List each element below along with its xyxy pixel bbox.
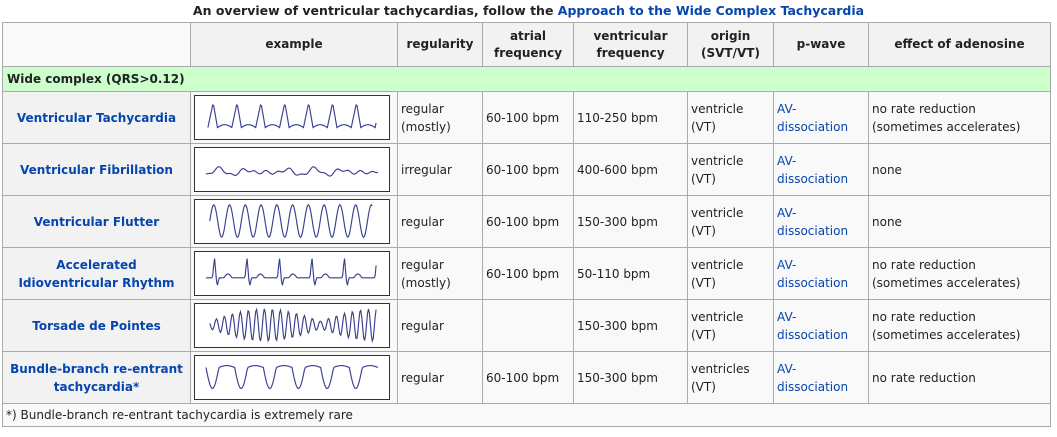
header-origin: origin (SVT/VT): [687, 22, 774, 67]
atrial-cell: 60-100 bpm: [482, 247, 574, 300]
atrial-cell: [482, 299, 574, 352]
adenosine-cell: no rate reduction: [868, 351, 1051, 404]
origin-cell: ventricle (VT): [687, 299, 774, 352]
table-row: Bundle-branch re-entrant tachycardia* reg…: [2, 351, 1051, 404]
origin-cell: ventricles (VT): [687, 351, 774, 404]
pwave-link[interactable]: AV-dissociation: [777, 309, 849, 342]
table-row: Ventricular Flutter regular 60-100 bpm 150-…: [2, 195, 1051, 248]
ecg-line: [205, 166, 379, 177]
ecg-line: [209, 203, 373, 239]
header-pwave: p-wave: [773, 22, 869, 67]
header-blank: [2, 22, 191, 67]
vt-trace: [194, 95, 390, 140]
section-label: Wide complex (QRS>0.12): [2, 66, 1051, 92]
pwave-link[interactable]: AV-dissociation: [777, 153, 849, 186]
regularity-cell: regular (mostly): [397, 247, 483, 300]
bbr-trace: [194, 355, 390, 400]
aivr-trace: [194, 251, 390, 296]
vf-trace: [194, 147, 390, 192]
example-trace: [190, 351, 398, 404]
regularity-cell: irregular: [397, 143, 483, 196]
pwave-link[interactable]: AV-dissociation: [777, 257, 849, 290]
pwave-cell: AV-dissociation: [773, 351, 869, 404]
row-name[interactable]: Ventricular Flutter: [2, 195, 191, 248]
row-name[interactable]: Ventricular Tachycardia: [2, 91, 191, 144]
example-trace: [190, 143, 398, 196]
ecg-line: [206, 258, 377, 286]
header-adenosine: effect of adenosine: [868, 22, 1051, 67]
regularity-cell: regular: [397, 351, 483, 404]
caption-link[interactable]: Approach to the Wide Complex Tachycardia: [557, 3, 865, 18]
ventricular-cell: 50-110 bpm: [573, 247, 688, 300]
origin-cell: ventricle (VT): [687, 247, 774, 300]
example-trace: [190, 195, 398, 248]
header-atrial: atrial frequency: [482, 22, 574, 67]
ventricular-cell: 150-300 bpm: [573, 195, 688, 248]
ventricular-cell: 400-600 bpm: [573, 143, 688, 196]
adenosine-cell: none: [868, 195, 1051, 248]
footnote: *) Bundle-branch re-entrant tachycardia …: [2, 403, 1051, 427]
atrial-cell: 60-100 bpm: [482, 143, 574, 196]
header-ventricular: ventricular frequency: [573, 22, 688, 67]
pwave-cell: AV-dissociation: [773, 247, 869, 300]
table-row: Accelerated Idioventricular Rhythm regula…: [2, 247, 1051, 300]
flutter-trace: [194, 199, 390, 244]
atrial-cell: 60-100 bpm: [482, 91, 574, 144]
header-row: example regularity atrial frequency vent…: [2, 22, 1051, 67]
row-name[interactable]: Ventricular Fibrillation: [2, 143, 191, 196]
ecg-line: [205, 364, 379, 390]
vt-overview-table: example regularity atrial frequency vent…: [2, 22, 1051, 427]
header-regularity: regularity: [397, 22, 483, 67]
pwave-link[interactable]: AV-dissociation: [777, 361, 849, 394]
atrial-cell: 60-100 bpm: [482, 195, 574, 248]
pwave-cell: AV-dissociation: [773, 91, 869, 144]
ventricular-cell: 150-300 bpm: [573, 299, 688, 352]
origin-cell: ventricle (VT): [687, 195, 774, 248]
header-example: example: [190, 22, 398, 67]
adenosine-cell: none: [868, 143, 1051, 196]
pwave-cell: AV-dissociation: [773, 299, 869, 352]
pwave-link[interactable]: AV-dissociation: [777, 101, 849, 134]
section-row: Wide complex (QRS>0.12): [2, 66, 1051, 92]
ventricular-cell: 150-300 bpm: [573, 351, 688, 404]
ecg-line: [207, 104, 377, 129]
pwave-cell: AV-dissociation: [773, 195, 869, 248]
torsade-trace: [194, 303, 390, 348]
regularity-cell: regular (mostly): [397, 91, 483, 144]
table-row: Ventricular Fibrillation irregular 60-100 …: [2, 143, 1051, 196]
ventricular-cell: 110-250 bpm: [573, 91, 688, 144]
row-name[interactable]: Accelerated Idioventricular Rhythm: [2, 247, 191, 300]
regularity-cell: regular: [397, 195, 483, 248]
table-caption: An overview of ventricular tachycardias,…: [0, 0, 1057, 22]
example-trace: [190, 299, 398, 352]
adenosine-cell: no rate reduction (sometimes accelerates…: [868, 299, 1051, 352]
example-trace: [190, 91, 398, 144]
caption-text: An overview of ventricular tachycardias,…: [192, 3, 558, 18]
ecg-line: [209, 307, 377, 344]
origin-cell: ventricle (VT): [687, 143, 774, 196]
row-name[interactable]: Bundle-branch re-entrant tachycardia*: [2, 351, 191, 404]
adenosine-cell: no rate reduction (sometimes accelerates…: [868, 247, 1051, 300]
origin-cell: ventricle (VT): [687, 91, 774, 144]
footnote-row: *) Bundle-branch re-entrant tachycardia …: [2, 403, 1051, 427]
table-row: Ventricular Tachycardia regular (mostly) 6…: [2, 91, 1051, 144]
regularity-cell: regular: [397, 299, 483, 352]
pwave-cell: AV-dissociation: [773, 143, 869, 196]
row-name[interactable]: Torsade de Pointes: [2, 299, 191, 352]
adenosine-cell: no rate reduction (sometimes accelerates…: [868, 91, 1051, 144]
table-row: Torsade de Pointes regular 150-300 bpm vent…: [2, 299, 1051, 352]
example-trace: [190, 247, 398, 300]
atrial-cell: 60-100 bpm: [482, 351, 574, 404]
pwave-link[interactable]: AV-dissociation: [777, 205, 849, 238]
